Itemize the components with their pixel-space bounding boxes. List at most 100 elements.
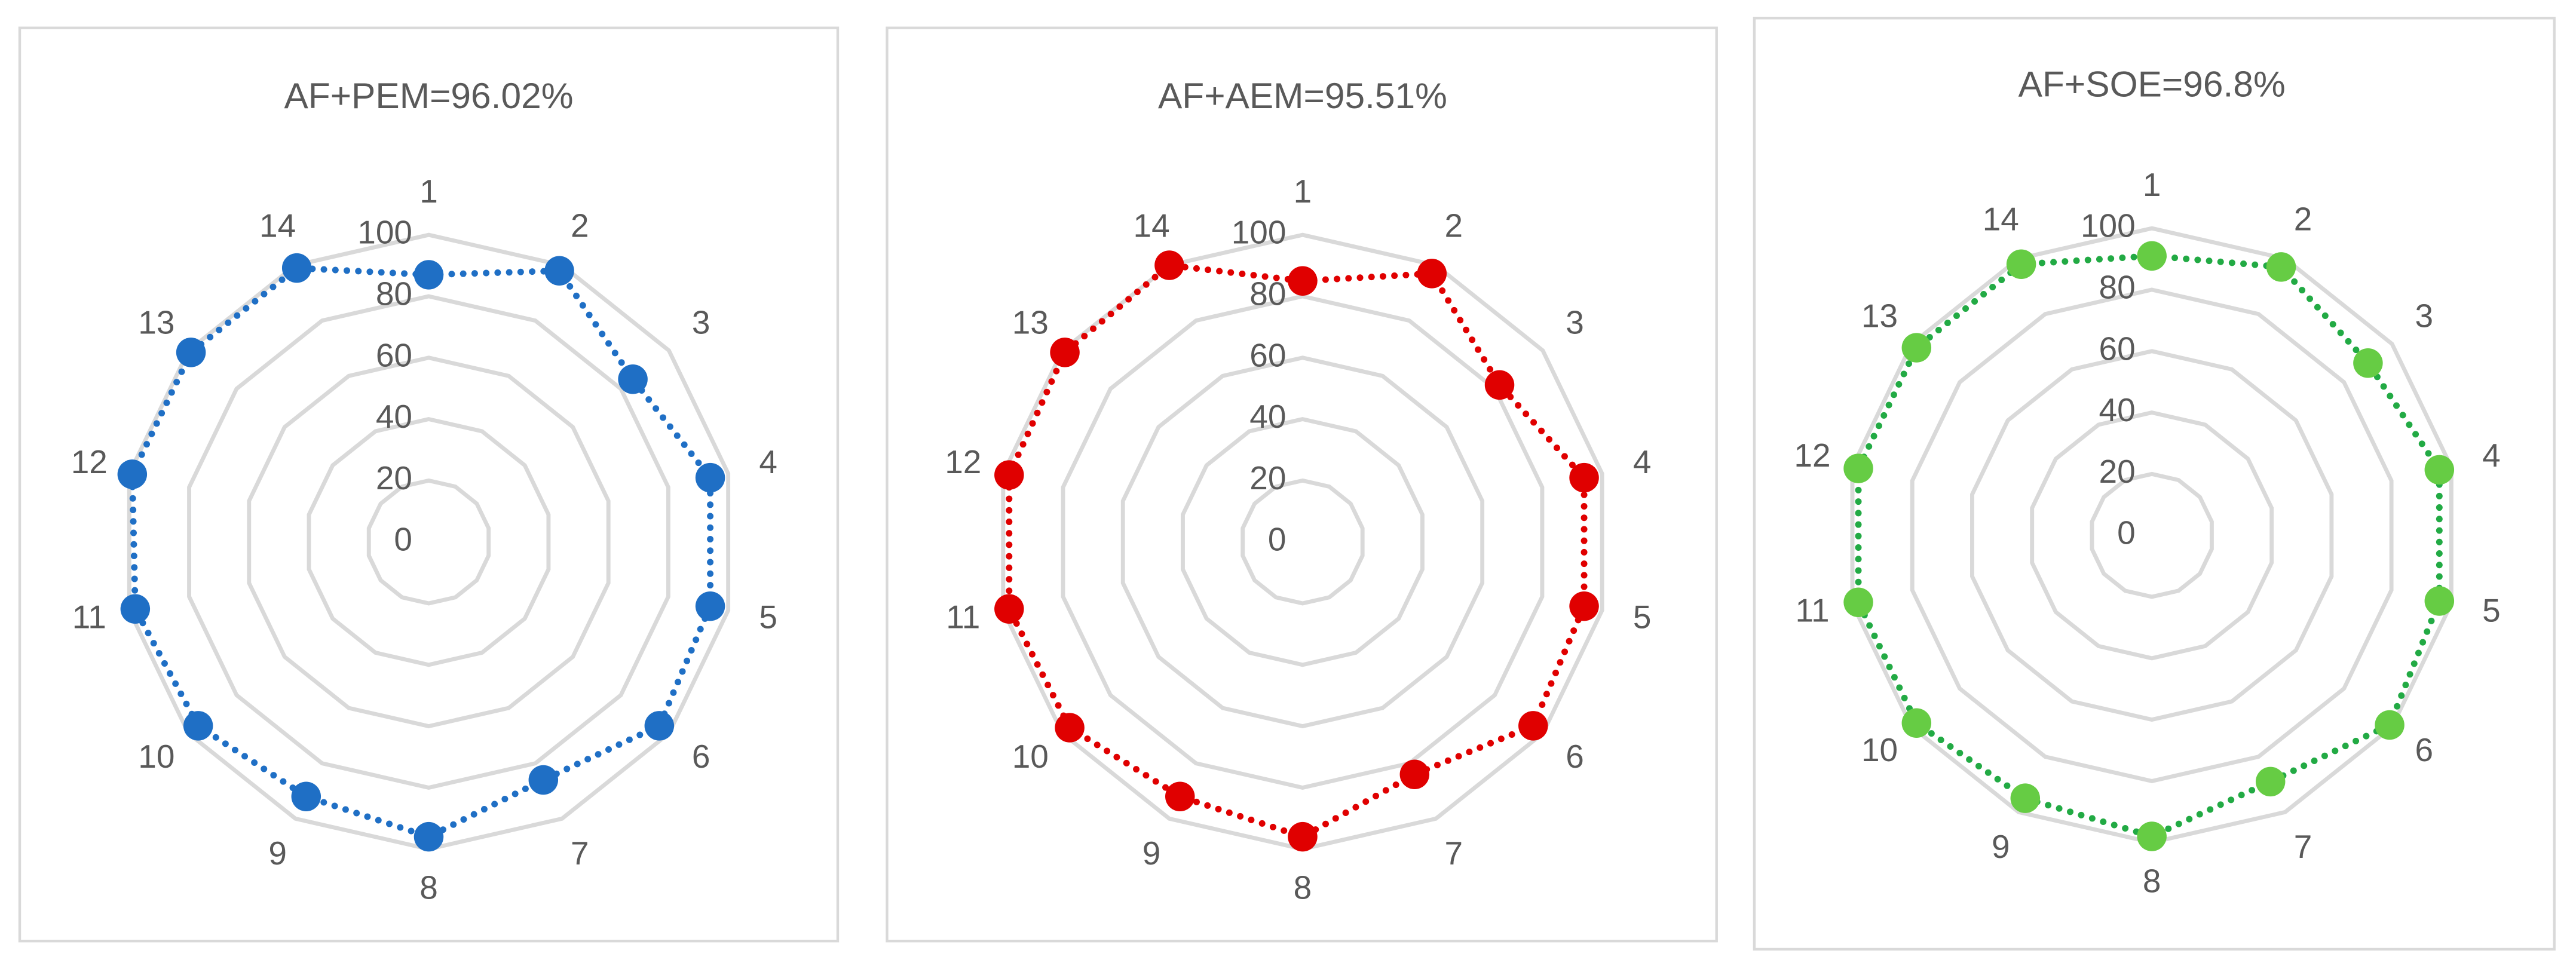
grid-line bbox=[366, 478, 491, 606]
data-point bbox=[644, 711, 675, 741]
category-label: 6 bbox=[692, 738, 710, 775]
series-line bbox=[128, 265, 714, 841]
data-point bbox=[1569, 591, 1599, 621]
category-label: 7 bbox=[2294, 828, 2312, 865]
data-point bbox=[1165, 781, 1195, 812]
grid-line bbox=[2030, 410, 2274, 661]
data-point bbox=[117, 459, 148, 489]
data-point bbox=[2353, 348, 2383, 378]
radar-chart: AF+PEM=96.02%020406080100123456789101112… bbox=[18, 26, 840, 943]
data-point bbox=[1569, 462, 1599, 493]
data-point bbox=[1901, 333, 1932, 363]
grid-line bbox=[187, 294, 670, 790]
radar-chart: AF+AEM=95.51%020406080100123456789101112… bbox=[886, 26, 1718, 943]
grid-line bbox=[1910, 287, 2394, 783]
category-label: 11 bbox=[72, 598, 106, 635]
r-tick-label: 0 bbox=[394, 521, 412, 558]
category-label: 14 bbox=[1134, 207, 1170, 244]
data-point bbox=[120, 594, 151, 624]
chart-title: AF+SOE=96.8% bbox=[2018, 64, 2286, 105]
data-point bbox=[1154, 250, 1184, 280]
category-label: 12 bbox=[71, 443, 108, 480]
category-label: 8 bbox=[419, 869, 438, 906]
data-point bbox=[618, 364, 648, 394]
grid-line bbox=[1120, 355, 1485, 729]
data-point bbox=[1518, 711, 1548, 741]
r-tick-label: 100 bbox=[1232, 214, 1287, 251]
category-label: 10 bbox=[138, 738, 174, 775]
category-label: 11 bbox=[946, 598, 980, 635]
data-point bbox=[1288, 821, 1318, 852]
data-point bbox=[528, 765, 559, 795]
r-tick-label: 100 bbox=[357, 214, 412, 251]
category-label: 1 bbox=[2143, 166, 2161, 203]
r-tick-label: 80 bbox=[376, 275, 412, 312]
data-point bbox=[2006, 249, 2036, 280]
r-tick-label: 80 bbox=[1249, 275, 1286, 312]
category-label: 14 bbox=[259, 207, 296, 244]
r-tick-label: 60 bbox=[2099, 330, 2136, 367]
data-point bbox=[2137, 241, 2167, 271]
category-label: 11 bbox=[1795, 591, 1829, 628]
category-label: 2 bbox=[1445, 207, 1463, 244]
series-line bbox=[1006, 262, 1588, 841]
category-label: 10 bbox=[1861, 731, 1898, 768]
data-point bbox=[291, 781, 321, 812]
data-point bbox=[695, 462, 725, 493]
grid-line bbox=[1970, 349, 2334, 722]
category-label: 4 bbox=[1633, 443, 1652, 480]
data-point bbox=[183, 711, 213, 741]
category-label: 7 bbox=[571, 835, 589, 872]
data-point bbox=[413, 260, 444, 290]
radar-chart: AF+SOE=96.8%0204060801001234567891011121… bbox=[1753, 17, 2556, 951]
data-point bbox=[994, 460, 1024, 490]
r-tick-label: 40 bbox=[376, 398, 412, 435]
category-label: 3 bbox=[2415, 297, 2434, 334]
r-tick-label: 60 bbox=[1249, 336, 1286, 373]
data-point bbox=[1484, 370, 1515, 400]
grid-line bbox=[307, 417, 551, 667]
data-point bbox=[544, 256, 574, 286]
category-label: 1 bbox=[1294, 173, 1312, 210]
category-label: 6 bbox=[2415, 731, 2434, 768]
data-point bbox=[1050, 338, 1080, 367]
category-label: 4 bbox=[759, 443, 777, 480]
data-point bbox=[2375, 710, 2405, 740]
category-label: 8 bbox=[2143, 862, 2161, 899]
category-label: 5 bbox=[759, 598, 777, 635]
chart-frame bbox=[1753, 17, 2556, 951]
category-label: 5 bbox=[2482, 591, 2501, 628]
category-label: 5 bbox=[1633, 598, 1652, 635]
data-point bbox=[176, 338, 206, 367]
category-label: 13 bbox=[1012, 303, 1049, 341]
data-point bbox=[1417, 259, 1447, 289]
chart-title: AF+AEM=95.51% bbox=[1158, 75, 1447, 116]
category-label: 2 bbox=[2294, 201, 2312, 238]
r-tick-label: 60 bbox=[376, 336, 412, 373]
data-point bbox=[281, 253, 312, 283]
data-point bbox=[1843, 587, 1873, 618]
category-label: 9 bbox=[1142, 835, 1161, 872]
data-point bbox=[2424, 586, 2455, 616]
category-label: 2 bbox=[571, 207, 589, 244]
r-tick-label: 20 bbox=[376, 459, 412, 496]
series-line bbox=[1855, 252, 2443, 840]
r-tick-label: 20 bbox=[1249, 459, 1286, 496]
data-point bbox=[2010, 783, 2041, 813]
data-point bbox=[1055, 713, 1085, 743]
data-point bbox=[2255, 766, 2286, 797]
r-tick-label: 80 bbox=[2099, 268, 2136, 305]
grid-line bbox=[1061, 294, 1545, 790]
category-label: 12 bbox=[1794, 437, 1830, 474]
grid-line bbox=[2090, 471, 2214, 599]
category-label: 14 bbox=[1983, 201, 2019, 238]
r-tick-label: 20 bbox=[2099, 453, 2136, 490]
category-label: 9 bbox=[1992, 828, 2010, 865]
category-label: 10 bbox=[1012, 738, 1049, 775]
grid-line bbox=[1240, 478, 1365, 606]
category-label: 13 bbox=[1861, 297, 1898, 334]
data-point bbox=[2266, 252, 2296, 282]
data-point bbox=[1843, 453, 1873, 483]
chart-title: AF+PEM=96.02% bbox=[284, 75, 573, 116]
